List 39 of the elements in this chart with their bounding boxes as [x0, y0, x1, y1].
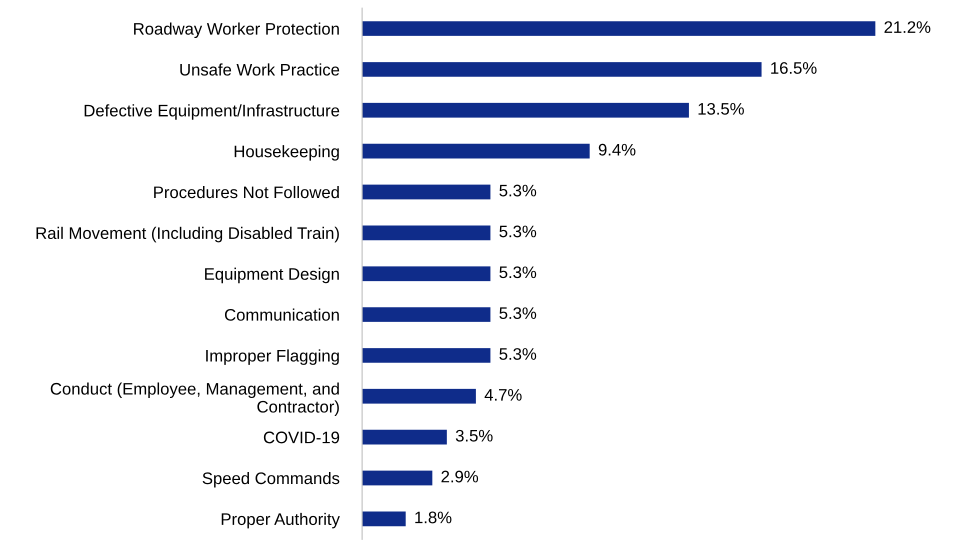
data-label: 4.7%: [484, 389, 522, 401]
bar: [362, 470, 432, 486]
y-tick-label: Improper Flagging: [206, 349, 339, 365]
data-label: 5.3%: [499, 348, 536, 360]
y-tick-label: Proper Authority: [222, 512, 340, 528]
y-tick-label: Speed Commands: [202, 472, 340, 488]
bar: [362, 184, 490, 200]
y-tick-label: Roadway Worker Protection: [134, 22, 339, 38]
bar: [362, 348, 490, 363]
data-label: 2.9%: [442, 470, 478, 482]
y-tick-label: Unsafe Work Practice: [180, 63, 340, 76]
data-label: 13.5%: [698, 102, 744, 115]
bar: [362, 512, 406, 526]
y-tick-label: Rail Movement (Including Disabled Train): [36, 226, 339, 242]
bar: [362, 225, 490, 240]
data-label: 9.4%: [598, 144, 636, 156]
data-label: 16.5%: [771, 62, 817, 74]
data-label: 21.2%: [884, 21, 930, 33]
data-label: 3.5%: [456, 430, 493, 442]
y-tick-label: Conduct (Employee, Management, and Contractor): [50, 382, 339, 416]
bar: [362, 307, 490, 322]
data-label: 5.3%: [499, 184, 536, 196]
data-label: 5.3%: [499, 307, 536, 320]
bar: [362, 266, 490, 282]
y-tick-label: Housekeeping: [234, 145, 339, 161]
data-label: 1.8%: [415, 512, 452, 524]
bar: [362, 430, 447, 444]
data-label: 5.3%: [499, 266, 536, 278]
y-tick-label: COVID-19: [264, 432, 340, 444]
y-tick-label: Equipment Design: [205, 268, 339, 284]
data-label: 5.3%: [499, 226, 536, 238]
y-tick-label: Communication: [224, 308, 339, 321]
y-tick-label: Defective Equipment/Infrastructure: [84, 104, 340, 120]
bar: [362, 388, 476, 404]
bar: [362, 144, 590, 158]
bar: [362, 102, 689, 118]
bar: [362, 62, 762, 77]
y-tick-label: Procedures Not Followed: [154, 186, 339, 198]
bar: [362, 21, 876, 36]
